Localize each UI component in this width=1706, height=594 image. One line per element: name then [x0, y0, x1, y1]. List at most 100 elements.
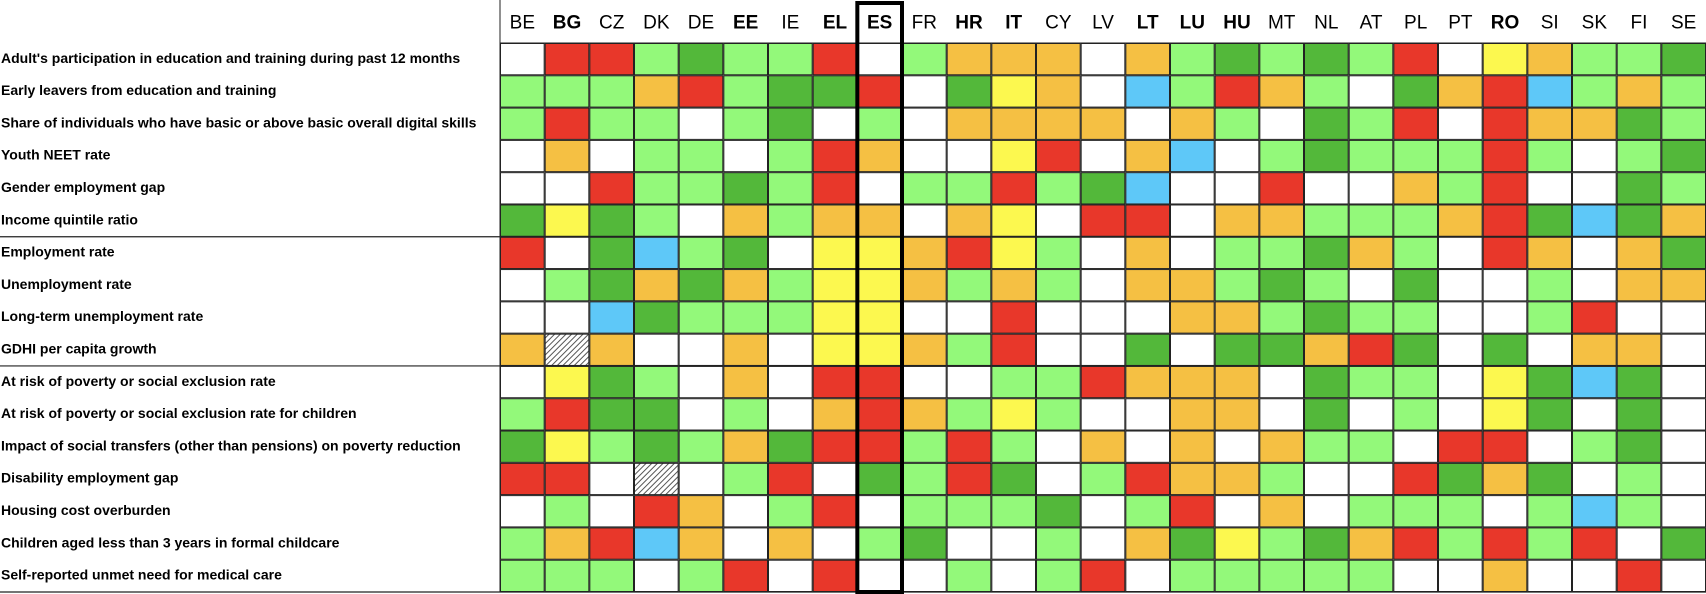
cell — [1661, 172, 1706, 205]
cell — [1304, 398, 1349, 431]
cell — [768, 527, 813, 560]
cell — [1572, 301, 1617, 334]
cell — [1170, 236, 1215, 270]
cell — [1036, 139, 1081, 173]
cell — [1259, 495, 1305, 528]
cell — [768, 559, 813, 592]
row-label: Housing cost overburden — [1, 502, 171, 518]
cell — [634, 204, 679, 237]
cell — [1572, 139, 1617, 173]
cell — [1259, 527, 1305, 560]
cell — [634, 172, 679, 205]
column-header: LV — [1092, 13, 1114, 34]
cell — [500, 107, 545, 140]
cell — [902, 527, 947, 560]
cell — [1482, 462, 1528, 496]
cell — [812, 559, 858, 592]
cell — [768, 301, 813, 334]
column-header: RO — [1491, 13, 1520, 34]
column-header: EL — [823, 13, 848, 34]
cell — [589, 139, 634, 173]
cell — [634, 430, 679, 463]
cell — [946, 559, 992, 592]
cell — [1438, 430, 1483, 463]
cell — [1393, 236, 1439, 270]
cell — [1304, 559, 1349, 592]
cell — [634, 107, 679, 140]
cell — [857, 236, 902, 270]
cell — [1214, 107, 1260, 140]
cell — [1438, 559, 1483, 592]
cell — [991, 333, 1036, 366]
cell — [1572, 75, 1617, 108]
row-label: Disability employment gap — [1, 470, 178, 486]
cell — [1080, 75, 1126, 108]
cell — [1348, 559, 1394, 592]
cell — [857, 398, 902, 431]
row-label: Early leavers from education and trainin… — [1, 82, 276, 98]
cell — [1348, 75, 1394, 108]
cell — [812, 527, 858, 560]
cell — [1080, 462, 1126, 496]
cell — [768, 204, 813, 237]
cell — [1661, 204, 1706, 237]
cell — [1572, 398, 1617, 431]
cell — [1170, 527, 1215, 560]
cell — [723, 301, 768, 334]
cell — [1125, 559, 1171, 592]
cell — [1304, 301, 1349, 334]
cell — [1438, 107, 1483, 140]
cell — [1125, 269, 1171, 302]
cell — [500, 75, 545, 108]
cell — [857, 75, 902, 108]
cell — [1438, 204, 1483, 237]
highlight-frame — [855, 1, 904, 594]
cell — [1527, 43, 1573, 76]
cell — [1527, 333, 1573, 366]
cell — [902, 301, 947, 334]
cell — [902, 365, 947, 399]
cell — [1661, 43, 1706, 76]
cell — [1482, 430, 1528, 463]
cell — [1080, 527, 1126, 560]
cell — [1661, 107, 1706, 140]
cell — [1661, 462, 1706, 496]
cell — [1572, 333, 1617, 366]
cell — [1080, 269, 1126, 302]
cell — [1214, 75, 1260, 108]
cell — [589, 269, 634, 302]
cell — [589, 495, 634, 528]
cell — [991, 236, 1036, 270]
cell — [1527, 301, 1573, 334]
cell — [1348, 430, 1394, 463]
cell — [946, 301, 992, 334]
cell — [1616, 75, 1662, 108]
column-header: CZ — [599, 13, 625, 34]
cell — [1616, 301, 1662, 334]
cell — [1036, 172, 1081, 205]
row-label: Employment rate — [1, 244, 115, 260]
cell — [1125, 462, 1171, 496]
cell — [544, 107, 590, 140]
cell — [902, 269, 947, 302]
cell — [634, 495, 679, 528]
cell — [678, 139, 724, 173]
cell — [1259, 365, 1305, 399]
cell — [946, 107, 992, 140]
cell — [946, 430, 992, 463]
cell — [1438, 172, 1483, 205]
cell — [1214, 204, 1260, 237]
cell — [812, 75, 858, 108]
cell — [768, 236, 813, 270]
cell — [500, 204, 545, 237]
cell — [1304, 333, 1349, 366]
cell — [1080, 365, 1126, 399]
cell — [500, 527, 545, 560]
cell — [1170, 139, 1215, 173]
row-label: Self-reported unmet need for medical car… — [1, 567, 282, 583]
cell — [500, 172, 545, 205]
cell — [768, 172, 813, 205]
cell — [500, 301, 545, 334]
cell — [1393, 462, 1439, 496]
